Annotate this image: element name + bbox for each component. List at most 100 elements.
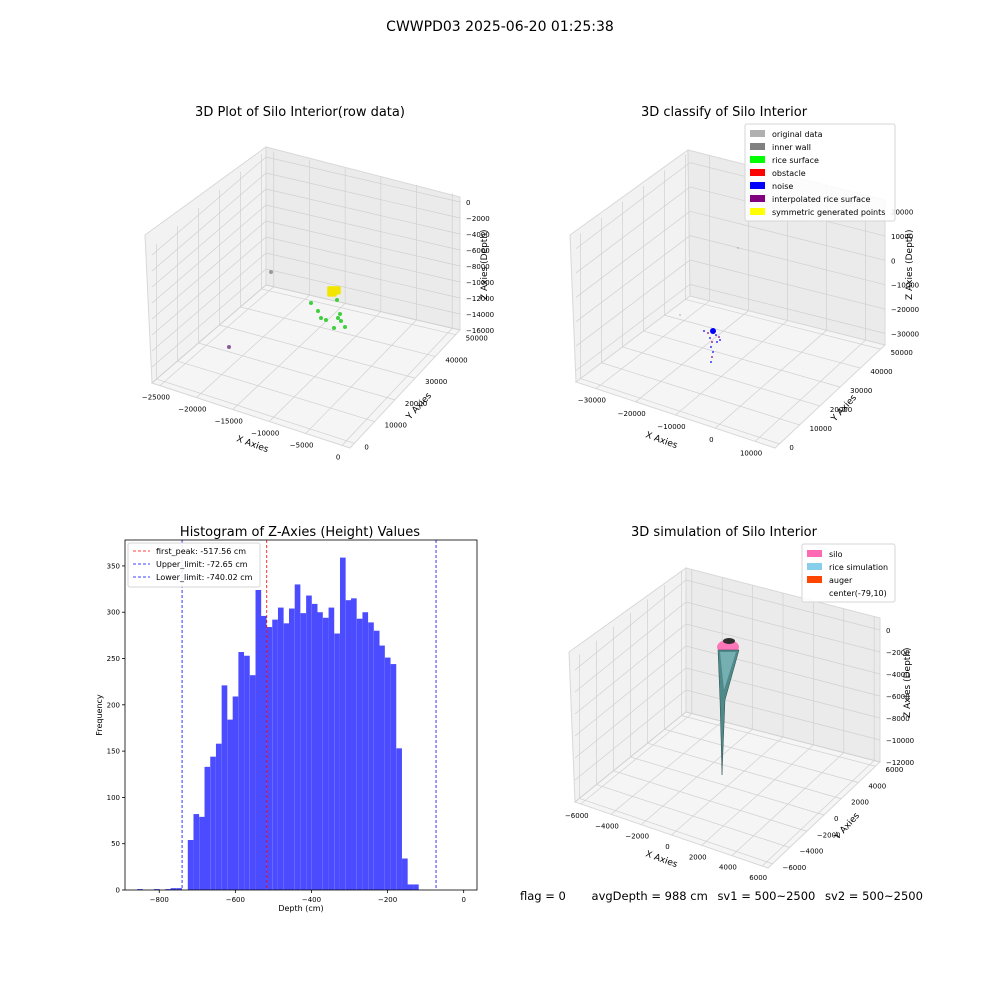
z-tick-label: −10000 (466, 279, 494, 287)
z-tick-label: −12000 (886, 759, 914, 767)
histogram-x-ticks: −800 −600 −400 −200 0 (150, 890, 466, 904)
histogram-bar (390, 664, 397, 890)
y-tick-label: 0 (364, 443, 368, 451)
data-point (269, 270, 273, 274)
auger-top (723, 638, 735, 644)
z-tick-label: −8000 (466, 263, 490, 271)
legend-box (801, 543, 896, 603)
legend-label: rice surface (772, 156, 819, 165)
z-tick-label: −8000 (886, 715, 910, 723)
gridline (305, 319, 417, 434)
classify-3d-zlabel: Z Axies (Depth) (905, 229, 915, 300)
histogram-bar (407, 884, 413, 890)
gridline (574, 645, 881, 737)
y-tick-label: 50 (111, 840, 120, 848)
y-tick-label: 50000 (891, 349, 913, 357)
legend-swatch (807, 589, 822, 596)
y-tick-label: 20000 (405, 400, 427, 408)
classify-3d-z-ticks: 20000 10000 0 −10000 −20000 −30000 (891, 209, 919, 339)
data-point (710, 361, 712, 363)
x-tick-label: 6000 (749, 874, 767, 882)
gridline (681, 715, 876, 767)
gridline (685, 299, 881, 350)
legend-swatch (807, 563, 822, 570)
z-tick-label: −16000 (466, 327, 494, 335)
legend-swatch (807, 576, 822, 583)
status-sv2: sv2 = 500~2500 (825, 889, 923, 903)
gridline (574, 667, 881, 759)
x-tick-label: 10000 (740, 449, 762, 457)
x-tick-label: −5000 (290, 441, 314, 449)
histogram-ylabel: Frequency (95, 694, 104, 736)
x-tick-label: 0 (336, 453, 340, 461)
histogram-bar (255, 590, 262, 890)
histogram-bar (238, 652, 245, 890)
gridline (574, 689, 881, 781)
status-line: flag = 0 avgDepth = 988 cm sv1 = 500~250… (520, 889, 923, 903)
gridline (601, 362, 800, 426)
legend-swatch (750, 182, 765, 189)
y-tick-label: 6000 (886, 766, 904, 774)
x-tick-label: −20000 (618, 410, 646, 418)
gridline (151, 188, 461, 288)
histogram-bar (345, 600, 352, 890)
y-tick-label: 40000 (445, 356, 467, 364)
classify-3d-y-ticks: 0 10000 20000 30000 40000 50000 (789, 349, 912, 452)
panel-histogram: Histogram of Z-Axies (Height) Values −80… (95, 525, 478, 913)
gridline (156, 378, 355, 444)
gridline (574, 711, 881, 803)
gridline (575, 235, 886, 322)
y-tick-label: 0 (834, 815, 838, 823)
raw-3d-title: 3D Plot of Silo Interior(row data) (195, 105, 405, 120)
histogram-bar (334, 633, 340, 890)
z-tick-label: 0 (466, 199, 470, 207)
classify-3d-gridlines (575, 154, 886, 445)
histogram-bar (277, 607, 284, 890)
gridline (151, 268, 461, 368)
histogram-bar (311, 603, 318, 890)
histogram-bar (272, 619, 278, 890)
gridline (575, 210, 886, 298)
gridline (151, 204, 461, 304)
status-avg-depth: avgDepth = 988 cm (591, 889, 708, 903)
data-point (710, 346, 712, 348)
data-point (711, 341, 713, 343)
data-point (333, 293, 337, 297)
legend-label: Upper_limit: -72.65 cm (156, 560, 248, 569)
histogram-bar (170, 888, 177, 890)
legend-swatch (750, 156, 765, 163)
data-point (710, 328, 716, 334)
data-point (709, 337, 711, 339)
z-tick-label: −12000 (466, 295, 494, 303)
legend-label: inner wall (772, 143, 811, 152)
legend-swatch (750, 208, 765, 215)
data-point (718, 336, 720, 338)
gridline (754, 339, 866, 442)
y-tick-label: 250 (107, 655, 120, 663)
y-tick-label: 20000 (830, 406, 852, 414)
histogram-legend: first_peak: -517.56 cm Upper_limit: -72.6… (127, 542, 261, 588)
raw-3d-points (227, 270, 347, 349)
x-tick-label: −15000 (215, 418, 243, 426)
gridline (151, 252, 461, 352)
data-point (707, 332, 709, 334)
legend-label: symmetric generated points (772, 208, 885, 217)
legend-box (127, 542, 261, 588)
gridline (579, 798, 773, 865)
simulation-3d-legend: silo rice simulation auger center(-79,10) (801, 543, 896, 603)
y-tick-label: 200 (107, 701, 120, 709)
simulation-3d-zlabel: Z Axies (Depth) (903, 647, 913, 718)
data-point (339, 319, 343, 323)
gridline (151, 284, 461, 384)
histogram-bar (368, 622, 374, 890)
y-tick-label: 0 (116, 887, 120, 895)
gridline (643, 330, 841, 388)
x-tick-label: −4000 (595, 822, 619, 830)
gridline (630, 756, 825, 816)
classify-3d-title: 3D classify of Silo Interior (641, 105, 808, 120)
data-point (227, 345, 231, 349)
gridline (341, 327, 453, 446)
data-point (715, 334, 717, 336)
histogram-frame (124, 539, 478, 891)
simulation-3d-title: 3D simulation of Silo Interior (631, 525, 818, 540)
